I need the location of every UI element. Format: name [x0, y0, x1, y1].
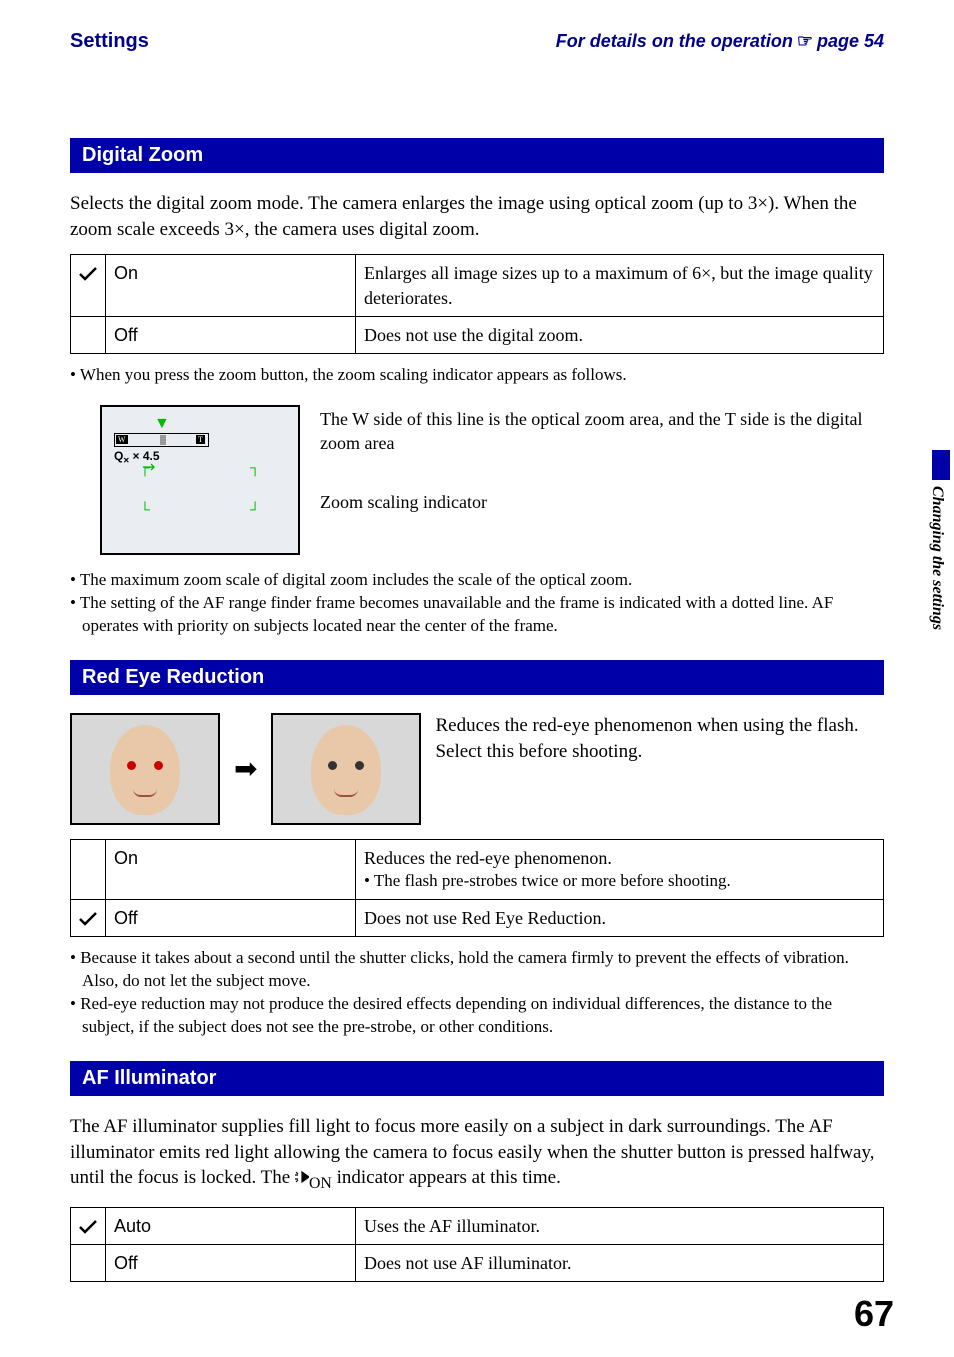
zoom-mid-marker — [160, 435, 166, 445]
frame-corner-icon: ┌ — [140, 461, 150, 477]
checkmark-icon — [79, 1220, 97, 1234]
option-desc: Uses the AF illuminator. — [356, 1207, 884, 1244]
af-illuminator-icon — [295, 1170, 309, 1184]
option-desc: Does not use Red Eye Reduction. — [356, 900, 884, 937]
note-item: The setting of the AF range finder frame… — [70, 592, 884, 638]
zoom-t-icon: T — [196, 435, 205, 444]
check-cell — [71, 1244, 106, 1281]
option-label: Off — [106, 316, 356, 353]
af-icon-subscript: ON — [309, 1175, 332, 1192]
section-red-eye: Red Eye Reduction ➡ Reduces the red-eye … — [70, 660, 884, 1039]
af-table: Auto Uses the AF illuminator. Off Does n… — [70, 1207, 884, 1283]
option-label: Off — [106, 1244, 356, 1281]
red-eye-table: On Reduces the red-eye phenomenon. The f… — [70, 839, 884, 938]
table-row: Off Does not use the digital zoom. — [71, 316, 884, 353]
zoom-annotations: The W side of this line is the optical z… — [320, 405, 884, 514]
zoom-w-icon: W — [116, 435, 128, 444]
frame-corner-icon: ┘ — [250, 503, 260, 519]
check-cell — [71, 255, 106, 317]
option-desc: Enlarges all image sizes up to a maximum… — [356, 255, 884, 317]
zoom-display-box: W T ▼ Q× × 4.5 ↗ ┌ ┐ └ ┘ — [100, 405, 300, 555]
af-intro-suffix: indicator appears at this time. — [337, 1167, 561, 1188]
red-eye-illustration-row: ➡ Reduces the red-eye phenomenon when us… — [70, 713, 884, 825]
red-eye-notes: Because it takes about a second until th… — [70, 947, 884, 1039]
note-item: Red-eye reduction may not produce the de… — [70, 993, 884, 1039]
frame-corner-icon: └ — [140, 503, 150, 519]
zoom-illustration-row: W T ▼ Q× × 4.5 ↗ ┌ ┐ └ ┘ The W side of t… — [100, 405, 884, 555]
face-normal-image — [271, 713, 421, 825]
red-eye-intro: Reduces the red-eye phenomenon when usin… — [435, 713, 884, 764]
option-sub-bullets: The flash pre-strobes twice or more befo… — [364, 870, 875, 893]
check-cell — [71, 316, 106, 353]
zoom-annot-1: The W side of this line is the optical z… — [320, 407, 884, 456]
header-crossref: For details on the operation ☞ page 54 — [556, 31, 884, 52]
option-desc: Reduces the red-eye phenomenon. The flas… — [356, 839, 884, 899]
side-tab-marker — [932, 450, 950, 480]
digital-zoom-table: On Enlarges all image sizes up to a maxi… — [70, 254, 884, 354]
zoom-annot-2: Zoom scaling indicator — [320, 490, 884, 514]
section-digital-zoom: Digital Zoom Selects the digital zoom mo… — [70, 138, 884, 638]
section-af-illuminator: AF Illuminator The AF illuminator suppli… — [70, 1061, 884, 1282]
table-row: Off Does not use AF illuminator. — [71, 1244, 884, 1281]
af-intro: The AF illuminator supplies fill light t… — [70, 1114, 884, 1194]
digital-zoom-note-above: When you press the zoom button, the zoom… — [70, 364, 884, 387]
side-tab-label: Changing the settings — [928, 486, 946, 630]
frame-corner-icon: ┐ — [250, 461, 260, 477]
q-icon: Q — [114, 449, 123, 463]
option-label: Off — [106, 900, 356, 937]
table-row: On Reduces the red-eye phenomenon. The f… — [71, 839, 884, 899]
option-label: Auto — [106, 1207, 356, 1244]
header-crossref-page: page 54 — [817, 31, 884, 52]
option-label: On — [106, 839, 356, 899]
checkmark-icon — [79, 267, 97, 281]
note-item: Because it takes about a second until th… — [70, 947, 884, 993]
page-number: 67 — [854, 1293, 894, 1335]
check-cell — [71, 1207, 106, 1244]
header-settings: Settings — [70, 30, 149, 53]
note-item: When you press the zoom button, the zoom… — [70, 364, 884, 387]
table-row: Auto Uses the AF illuminator. — [71, 1207, 884, 1244]
option-label: On — [106, 255, 356, 317]
pointer-icon: ☞ — [797, 31, 813, 52]
option-sub-item: The flash pre-strobes twice or more befo… — [364, 870, 875, 893]
check-cell — [71, 839, 106, 899]
page-header: Settings For details on the operation ☞ … — [70, 30, 884, 53]
digital-zoom-notes-below: The maximum zoom scale of digital zoom i… — [70, 569, 884, 638]
section-header-digital-zoom: Digital Zoom — [70, 138, 884, 173]
digital-zoom-intro: Selects the digital zoom mode. The camer… — [70, 191, 884, 242]
check-cell — [71, 900, 106, 937]
zoom-pointer-icon: ▼ — [154, 415, 170, 433]
note-item: The maximum zoom scale of digital zoom i… — [70, 569, 884, 592]
section-header-red-eye: Red Eye Reduction — [70, 660, 884, 695]
face-red-eye-image — [70, 713, 220, 825]
arrow-right-icon: ➡ — [234, 752, 257, 786]
table-row: On Enlarges all image sizes up to a maxi… — [71, 255, 884, 317]
table-row: Off Does not use Red Eye Reduction. — [71, 900, 884, 937]
option-desc: Does not use AF illuminator. — [356, 1244, 884, 1281]
checkmark-icon — [79, 912, 97, 926]
side-tab: Changing the settings — [928, 450, 954, 630]
option-desc: Does not use the digital zoom. — [356, 316, 884, 353]
header-crossref-text: For details on the operation — [556, 31, 793, 52]
section-header-af: AF Illuminator — [70, 1061, 884, 1096]
option-desc-text: Reduces the red-eye phenomenon. — [364, 848, 612, 868]
